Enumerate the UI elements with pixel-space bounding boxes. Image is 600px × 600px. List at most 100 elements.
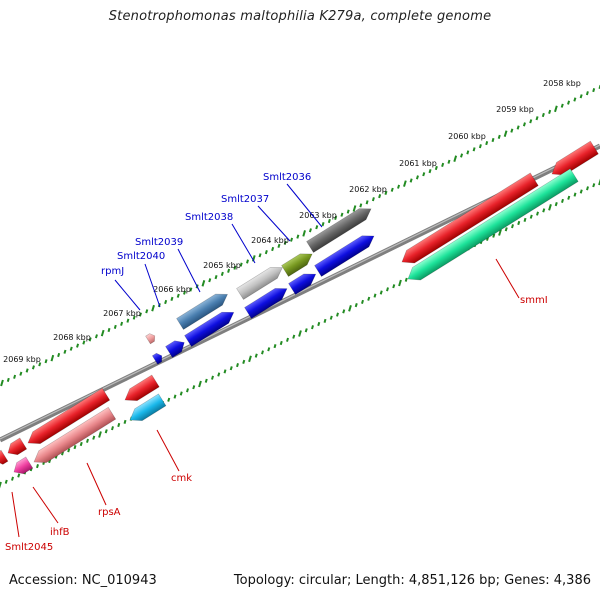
ruler-tick [529, 119, 533, 124]
ruler-tick [415, 175, 419, 180]
ruler-tick [359, 203, 363, 208]
gene-Smlt2039-cds [184, 311, 235, 347]
ruler-label: 2058 kbp [543, 79, 581, 88]
ruler-tick [371, 197, 375, 202]
ruler-tick [592, 88, 596, 93]
ruler-label: 2060 kbp [448, 132, 486, 141]
ruler-tick [317, 321, 321, 327]
ruler-tick [111, 426, 114, 431]
ruler-tick [214, 275, 218, 280]
ruler-tick [536, 211, 539, 216]
ruler-tick [386, 287, 389, 292]
ruler-tick [229, 366, 233, 371]
label-leader-line [156, 429, 180, 472]
ruler-tick [57, 352, 61, 358]
ruler-label: 2068 kbp [53, 333, 91, 342]
ruler-tick [261, 350, 264, 355]
gene-label-Smlt2036: Smlt2036 [263, 172, 311, 183]
ruler-tick [573, 192, 577, 197]
ruler-tick [104, 429, 108, 434]
ruler-tick [510, 128, 514, 133]
ruler-tick [403, 180, 407, 187]
ruler-tick [554, 202, 558, 207]
label-leader-line [114, 279, 141, 311]
ruler-tick [279, 340, 283, 346]
ruler-tick [409, 178, 413, 183]
ruler-tick [6, 377, 10, 382]
ruler-tick [447, 159, 451, 164]
ruler-tick [73, 445, 77, 450]
label-leader-line [177, 248, 201, 293]
gene-label-Smlt2038: Smlt2038 [185, 212, 233, 223]
ruler-tick [404, 277, 408, 282]
gene-Smlt2040-small [151, 352, 163, 365]
ruler-tick [523, 217, 527, 222]
ruler-tick [541, 112, 545, 118]
ruler-tick [498, 229, 502, 236]
gene-label-ihfB: ihfB [50, 527, 70, 538]
ruler-tick [373, 293, 377, 298]
ruler-tick [239, 262, 243, 267]
ruler-tick [267, 347, 271, 352]
ruler-tick [0, 481, 2, 489]
ruler-tick [138, 312, 142, 317]
ruler-tick [573, 97, 577, 102]
gene-cmk-rna [129, 393, 167, 421]
ruler-tick [384, 190, 388, 195]
gene-smmI-rna [407, 168, 579, 281]
ruler-tick [598, 178, 600, 186]
ruler-tick [286, 337, 289, 342]
ruler-label: 2061 kbp [399, 159, 437, 168]
ruler-tick [311, 325, 314, 330]
ruler-tick [211, 375, 214, 380]
ruler-tick [472, 147, 476, 152]
gene-rpmJ [145, 333, 156, 345]
ruler-tick [522, 122, 526, 127]
gene-smmI-2 [551, 140, 599, 176]
ruler-tick [586, 186, 589, 191]
ruler-tick [100, 329, 105, 337]
ruler-tick [434, 165, 438, 171]
ruler-tick [334, 215, 338, 220]
gene-Smlt2039 [176, 293, 228, 330]
ruler-tick [31, 365, 35, 370]
ruler-tick [4, 479, 8, 484]
gene-features [0, 140, 599, 475]
ruler-tick [11, 476, 14, 481]
gene-Smlt2037 [281, 253, 313, 277]
ruler-tick [120, 321, 124, 326]
ruler-tick [511, 224, 514, 229]
gene-Smlt2038-cds [244, 288, 288, 319]
ruler-tick [117, 422, 121, 428]
ruler-tick [151, 304, 155, 312]
ruler-label: 2069 kbp [3, 355, 41, 364]
gene-ihfB-2 [13, 456, 34, 475]
gene-smmI [401, 172, 539, 264]
ruler-tick [397, 184, 401, 189]
ruler-tick [233, 265, 237, 270]
ruler-tick [113, 324, 117, 329]
ruler-tick [186, 388, 189, 393]
label-leader-line [286, 183, 323, 228]
gene-label-smmI: smmI [520, 295, 548, 306]
ruler-tick [220, 271, 224, 276]
ruler-label: 2066 kbp [153, 285, 191, 294]
ruler-tick [441, 162, 445, 167]
ruler-tick [367, 296, 371, 301]
ruler-tick [460, 153, 464, 158]
ruler-tick [204, 378, 208, 383]
ruler-tick [92, 435, 96, 440]
label-leader-line [11, 491, 20, 538]
ruler-label: 2063 kbp [299, 211, 337, 220]
gene-label-Smlt2039: Smlt2039 [135, 237, 183, 248]
ruler-tick [398, 279, 402, 287]
ruler-label: 2065 kbp [203, 261, 241, 270]
gene-rpsA [27, 387, 111, 444]
ruler-tick [271, 246, 275, 252]
ruler-tick [321, 222, 325, 227]
ruler-tick [198, 380, 202, 388]
ruler-tick [315, 225, 319, 230]
ruler-tick [497, 134, 501, 139]
ruler-tick [542, 208, 546, 213]
